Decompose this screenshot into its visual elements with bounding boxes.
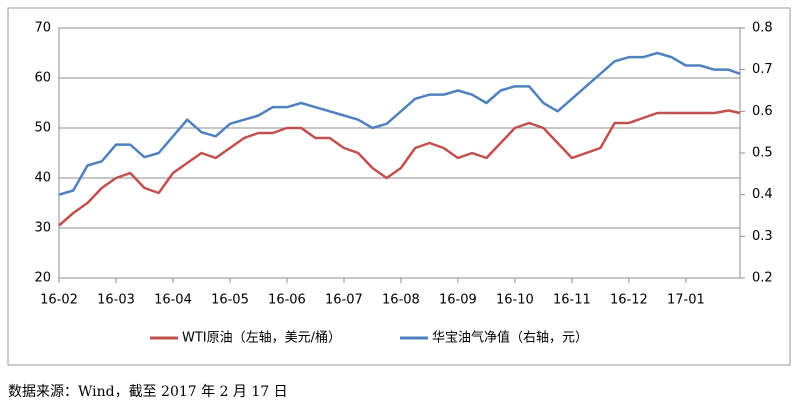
x-tick-label: 16-06 <box>268 293 306 308</box>
y2-tick-label: 0.8 <box>752 21 773 36</box>
x-tick-label: 16-05 <box>211 293 249 308</box>
y-tick-label: 30 <box>34 221 51 236</box>
y2-tick-label: 0.5 <box>752 146 773 161</box>
series-line <box>58 109 741 227</box>
chart-frame <box>7 7 791 366</box>
x-tick-label: 16-12 <box>610 293 648 308</box>
x-tick-label: 16-03 <box>97 293 135 308</box>
y-tick-label: 50 <box>34 121 51 136</box>
y2-tick-label: 0.6 <box>752 104 773 119</box>
y-tick-label: 40 <box>34 171 51 186</box>
x-tick-label: 16-09 <box>439 293 477 308</box>
x-tick-label: 16-02 <box>40 293 78 308</box>
x-tick-label: 16-08 <box>382 293 420 308</box>
y2-tick-label: 0.2 <box>752 271 773 286</box>
y2-tick-label: 0.4 <box>752 187 773 202</box>
legend-label: WTI原油（左轴，美元/桶） <box>182 331 341 346</box>
x-tick-label: 16-04 <box>154 293 192 308</box>
series-line <box>58 51 741 196</box>
legend-label: 华宝油气净值（右轴，元） <box>432 330 588 346</box>
y-tick-label: 70 <box>34 21 51 36</box>
y-tick-label: 20 <box>34 271 51 286</box>
plot-frame <box>58 27 741 279</box>
x-tick-label: 16-10 <box>496 293 534 308</box>
y2-tick-label: 0.7 <box>752 62 773 77</box>
source-note: 数据来源：Wind，截至 2017 年 2 月 17 日 <box>8 384 288 400</box>
y-tick-label: 60 <box>34 71 51 86</box>
x-tick-label: 17-01 <box>667 293 705 308</box>
x-tick-label: 16-11 <box>553 293 591 308</box>
y2-tick-label: 0.3 <box>752 229 773 244</box>
x-tick-label: 16-07 <box>325 293 363 308</box>
